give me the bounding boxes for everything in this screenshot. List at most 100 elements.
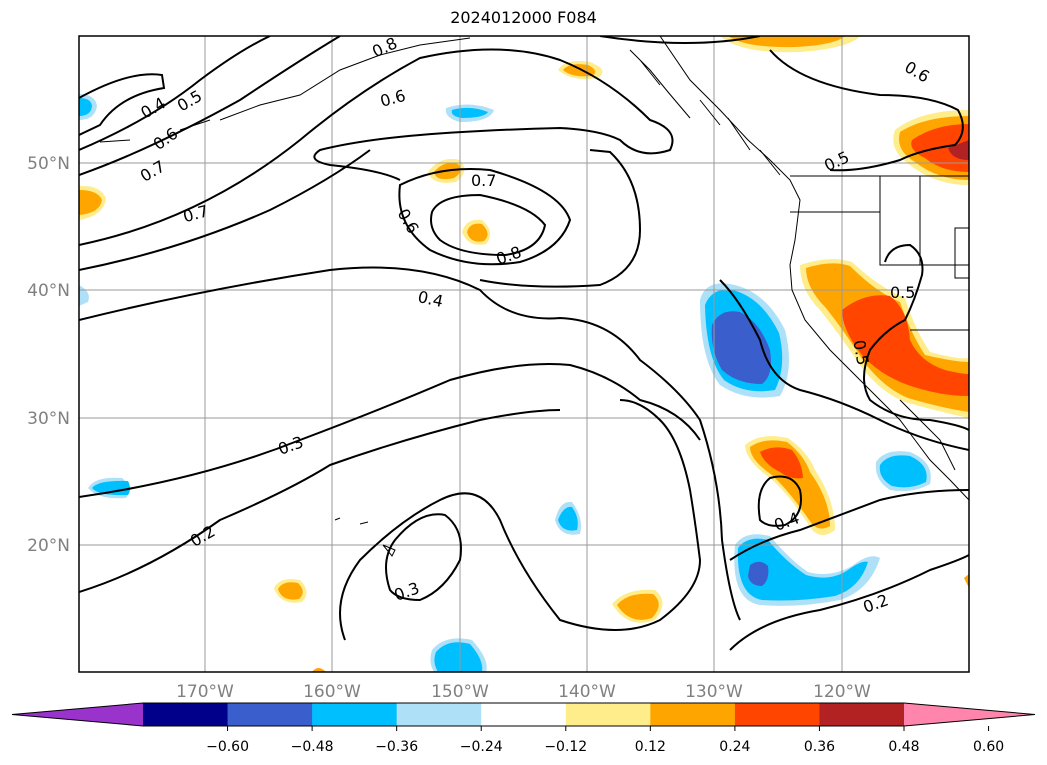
negative-shading xyxy=(79,285,89,306)
contour-line xyxy=(719,279,969,451)
contour-label: 0.5 xyxy=(821,147,852,175)
negative-shading xyxy=(434,642,483,672)
negative-shading xyxy=(451,107,488,118)
negative-shading xyxy=(711,311,771,384)
colorbar-tick-label: −0.60 xyxy=(206,739,249,755)
contour-line xyxy=(79,73,166,136)
colorbar-segment xyxy=(227,703,313,726)
contour-label: 0.2 xyxy=(861,590,891,617)
contour-line xyxy=(599,36,964,172)
colorbar-segment xyxy=(143,703,229,726)
colorbar-tick-label: 0.36 xyxy=(804,739,835,755)
colorbar-segment xyxy=(819,703,905,726)
west-coast-line xyxy=(659,36,969,501)
latitude-label: 20°N xyxy=(27,536,70,556)
contour-lines xyxy=(79,36,969,651)
contour-label: 0.7 xyxy=(137,156,169,185)
latitude-label: 50°N xyxy=(27,154,70,174)
contour-line xyxy=(729,554,969,651)
contour-label: 0.6 xyxy=(393,205,422,237)
negative-shading xyxy=(92,480,130,496)
contour-label: 0.7 xyxy=(471,171,496,190)
contour-label: 0.8 xyxy=(494,242,524,269)
colorbar-tick-label: 0.24 xyxy=(719,739,750,755)
colorbar-segment xyxy=(312,703,398,726)
state-borders xyxy=(790,175,969,331)
contour-line xyxy=(863,243,969,431)
positive-shading xyxy=(842,295,969,396)
shaded-anomaly-layer xyxy=(79,36,969,672)
colorbar-tick-label: −0.24 xyxy=(460,739,503,755)
contour-label: 0.6 xyxy=(378,86,408,111)
contour-line xyxy=(385,513,462,602)
colorbar-segment xyxy=(481,703,567,726)
colorbar-segment xyxy=(650,703,736,726)
contour-line xyxy=(398,168,572,266)
contour-label: 0.5 xyxy=(174,86,206,115)
contour-label: 0.2 xyxy=(187,521,219,550)
colorbar-tick-label: 0.12 xyxy=(635,739,666,755)
graticule xyxy=(79,36,969,672)
positive-shading xyxy=(312,668,326,672)
colorbar-tick-label: 0.48 xyxy=(888,739,919,755)
negative-shading xyxy=(879,455,927,488)
alaska-panhandle-islands xyxy=(629,49,781,176)
contour-label: 0.6 xyxy=(901,57,933,86)
latitude-label: 30°N xyxy=(27,409,70,429)
colorbar-segment xyxy=(565,703,651,726)
longitude-label: 120°W xyxy=(813,682,871,702)
colorbar-tick-label: 0.60 xyxy=(973,739,1004,755)
colorbar-extend-low xyxy=(12,703,143,726)
contour-line xyxy=(729,489,969,561)
contour-line xyxy=(79,36,271,151)
positive-shading xyxy=(617,593,659,620)
contour-label: 0.4 xyxy=(416,287,445,311)
longitude-label: 130°W xyxy=(685,682,743,702)
contour-line xyxy=(79,409,561,593)
positive-shading xyxy=(760,447,803,479)
colorbar: −0.60 −0.48 −0.36 −0.24 −0.12 0.12 0.24 0.36 0.4… xyxy=(11,702,1036,755)
contour-label: 0.5 xyxy=(849,338,872,366)
contour-label: 0.6 xyxy=(150,124,182,154)
contour-label: 0.5 xyxy=(890,283,915,302)
negative-shading xyxy=(748,561,769,586)
longitude-label: 150°W xyxy=(431,682,489,702)
negative-shading xyxy=(79,98,92,116)
positive-shading xyxy=(79,190,102,215)
map-title: 2024012000 F084 xyxy=(450,8,597,27)
baja-peninsula xyxy=(899,399,956,471)
contour-line xyxy=(79,48,674,246)
contour-line xyxy=(479,149,642,288)
contour-line xyxy=(430,193,547,257)
colorbar-segment xyxy=(734,703,820,726)
contour-line xyxy=(79,36,341,176)
contour-line xyxy=(339,399,702,641)
latitude-label: 40°N xyxy=(27,281,70,301)
negative-shading xyxy=(558,506,578,531)
contour-label: 0.7 xyxy=(181,201,211,226)
colorbar-extend-high xyxy=(904,703,1035,726)
colorbar-tick-label: −0.12 xyxy=(544,739,587,755)
longitude-label: 140°W xyxy=(558,682,616,702)
positive-shading xyxy=(948,140,969,160)
colorbar-outline xyxy=(11,702,1036,727)
contour-line xyxy=(79,266,741,621)
longitude-label: 160°W xyxy=(303,682,361,702)
positive-shading xyxy=(728,36,845,48)
longitude-label: 170°W xyxy=(176,682,234,702)
hawaii-islands xyxy=(334,517,396,557)
contour-line xyxy=(79,363,701,498)
contour-line xyxy=(79,149,371,271)
positive-shading xyxy=(467,223,488,242)
contour-line xyxy=(757,475,802,527)
positive-shading xyxy=(278,582,303,600)
colorbar-tick-label: −0.36 xyxy=(375,739,418,755)
colorbar-tick-label: −0.48 xyxy=(291,739,334,755)
negative-shading xyxy=(737,538,868,601)
contour-label: 0.3 xyxy=(276,432,306,459)
positive-shading xyxy=(964,574,969,588)
colorbar-segment xyxy=(396,703,482,726)
axis-label-layer: 170°W 160°W 150°W 140°W 130°W 120°W 50°N… xyxy=(27,154,871,702)
map-frame xyxy=(78,35,970,673)
